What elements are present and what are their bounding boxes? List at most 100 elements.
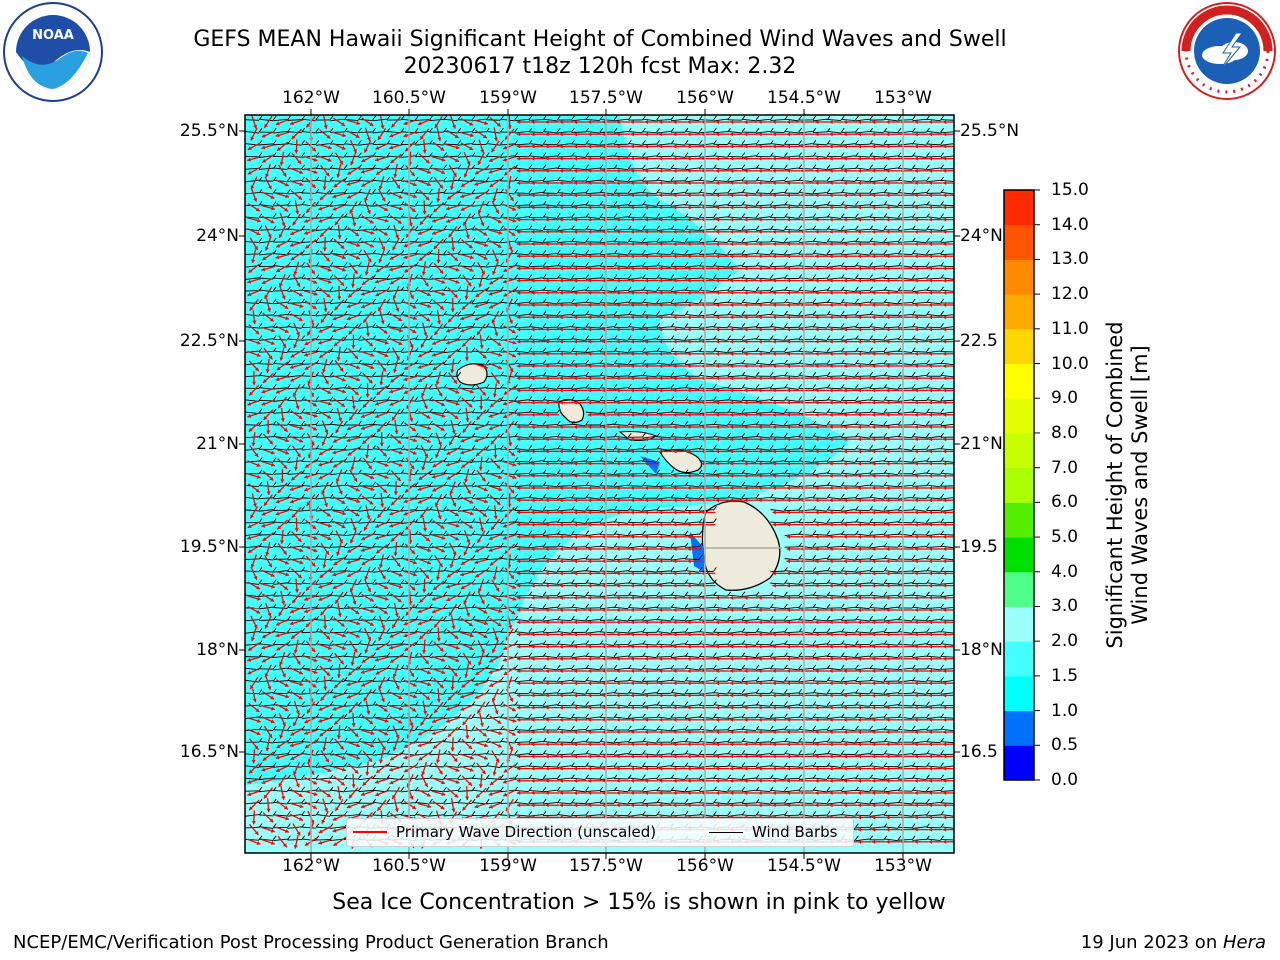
wave-arrow-head	[673, 168, 677, 173]
wind-barb-flag	[656, 115, 660, 121]
wind-barb	[614, 155, 629, 158]
wave-arrow-head	[294, 149, 299, 154]
wind-barb	[741, 363, 757, 365]
wind-barb	[940, 131, 954, 134]
wind-barb-flag	[571, 115, 575, 121]
wind-barb	[301, 229, 316, 231]
wind-barb	[429, 155, 444, 158]
wind-barb	[528, 131, 544, 133]
wind-barb-flag	[955, 128, 958, 132]
wind-barb-flag	[684, 164, 689, 170]
wind-barb-flag	[812, 127, 817, 133]
wind-barb	[429, 314, 444, 316]
wind-barb	[514, 192, 529, 194]
wave-arrow-head	[644, 132, 649, 137]
wind-barb	[855, 118, 870, 122]
wave-arrow-head	[531, 144, 535, 149]
wind-barb-flag	[528, 115, 533, 121]
wind-barb	[372, 375, 387, 377]
wind-barb	[301, 167, 316, 171]
wave-arrow-head	[289, 121, 294, 126]
wind-barb-flag	[301, 164, 305, 170]
wind-barb-flag	[656, 140, 660, 145]
wind-barb-flag	[897, 152, 902, 157]
wind-barb	[685, 118, 700, 122]
wind-barb	[599, 155, 615, 158]
wind-barb-flag	[755, 115, 760, 121]
wave-arrow-head	[366, 136, 371, 141]
wave-arrow-head	[857, 132, 862, 137]
wind-barb-flag	[897, 127, 902, 133]
wave-arrow-head	[339, 160, 343, 165]
wind-barb-flag	[599, 140, 604, 145]
wave-arrow-head	[326, 134, 331, 139]
wave-arrow-head	[616, 132, 620, 137]
wind-barb	[798, 143, 813, 146]
wind-barb	[372, 241, 387, 243]
wind-barb-flag	[955, 214, 958, 218]
wave-arrow-head	[469, 121, 474, 126]
wind-barb	[841, 155, 856, 158]
wind-barb-flag	[372, 115, 376, 121]
wave-arrow-head	[559, 144, 563, 149]
wave-arrow-head	[417, 121, 422, 126]
wind-barb	[543, 118, 558, 122]
wind-barb-flag	[457, 164, 462, 170]
wind-barb-flag	[670, 127, 675, 133]
wind-barb-flag	[955, 238, 958, 242]
wind-barb	[245, 130, 260, 134]
wind-barb	[798, 131, 813, 134]
wind-barb-flag	[955, 299, 958, 303]
wave-arrow-head	[942, 144, 947, 149]
wind-barb	[727, 143, 742, 146]
wave-arrow-head	[247, 146, 252, 150]
wind-barb-flag	[840, 140, 845, 145]
wind-barb	[670, 351, 686, 353]
wind-barb-flag	[585, 152, 589, 157]
wave-arrow-head	[484, 121, 488, 125]
wave-arrow-head	[393, 173, 398, 178]
wind-barb	[798, 155, 813, 158]
wind-barb	[557, 302, 572, 304]
wind-barb-flag	[287, 164, 291, 170]
wind-barb	[358, 168, 373, 170]
wave-arrow-head	[410, 172, 415, 177]
wind-barb	[770, 155, 785, 158]
wind-barb	[827, 143, 842, 146]
wave-arrow-head	[422, 149, 427, 154]
wind-barb	[727, 130, 742, 134]
wind-barb	[457, 387, 473, 390]
wind-barb	[812, 131, 828, 133]
wave-arrow-head	[815, 132, 819, 137]
wind-barb	[855, 130, 870, 134]
wave-arrow-head	[673, 156, 677, 161]
wind-barb-flag	[955, 384, 958, 388]
lee-shadow-maui	[640, 456, 660, 474]
wind-barb	[273, 130, 288, 134]
wind-barb	[883, 118, 899, 122]
wind-barb-flag	[400, 152, 405, 157]
wind-barb-flag	[713, 115, 717, 121]
wave-arrow-head	[587, 119, 592, 125]
wave-arrow-head	[454, 134, 459, 138]
wind-barb-flag	[556, 152, 561, 157]
wind-barb	[699, 253, 714, 255]
wind-barb-flag	[642, 152, 646, 157]
wave-arrow-head	[715, 119, 720, 125]
wave-arrow-head	[353, 148, 357, 153]
wind-barb	[443, 167, 458, 171]
wind-barb	[841, 143, 856, 146]
wave-arrow-head	[658, 144, 663, 149]
wave-arrow-head	[559, 119, 563, 125]
wave-arrow-head	[829, 119, 833, 125]
wind-barb	[614, 167, 629, 171]
wind-barb-flag	[599, 164, 604, 170]
wave-arrow-head	[262, 158, 267, 163]
wind-barb	[273, 155, 288, 158]
wind-barb	[926, 155, 941, 158]
wave-arrow-head	[673, 144, 677, 149]
wind-barb-flag	[642, 164, 646, 170]
wave-arrow-head	[758, 132, 762, 137]
wind-barb	[883, 131, 899, 134]
wave-arrow-head	[389, 145, 394, 150]
